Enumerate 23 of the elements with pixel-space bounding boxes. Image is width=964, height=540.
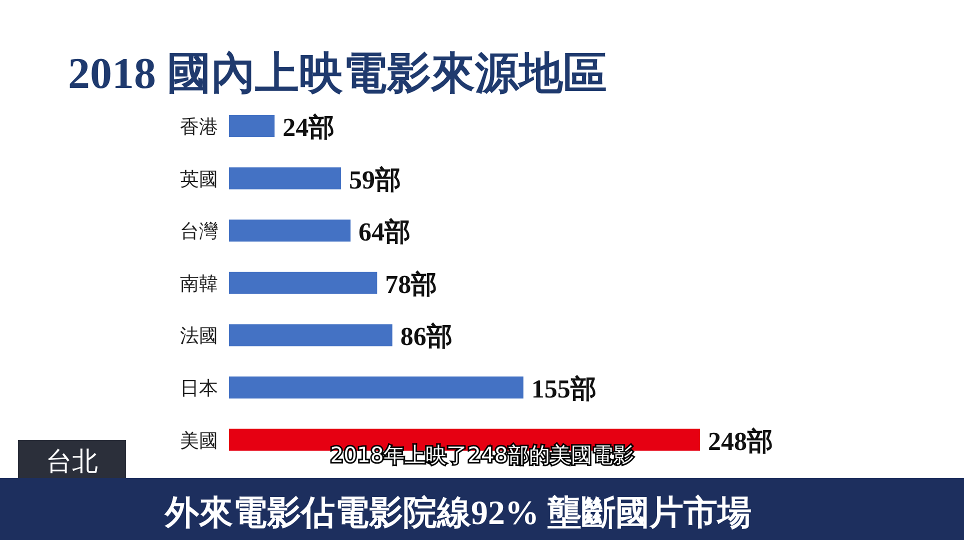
data-label: 86部 [400,322,452,352]
data-label: 248部 [708,426,773,456]
data-label: 24部 [282,113,335,142]
y-tick-label: 美國 [180,430,218,452]
bar [229,167,342,190]
y-tick-label: 法國 [180,325,218,348]
y-tick-label: 英國 [180,168,218,190]
data-label: 155部 [531,374,596,404]
bar [229,115,275,137]
bar [229,324,392,346]
y-tick-label: 香港 [180,116,218,138]
y-tick-label: 台灣 [180,220,218,243]
chart-title: 2018 國內上映電影來源地區 [68,49,607,98]
bar [229,272,378,294]
y-tick-label: 南韓 [180,272,218,295]
bar [229,220,351,242]
data-label: 59部 [349,165,402,194]
bar [229,376,524,398]
y-tick-label: 日本 [180,378,218,400]
data-label: 78部 [385,270,438,299]
text: 外來電影佔電影院線92% 壟斷國片市場 [164,494,752,532]
text: 台北 [46,447,98,477]
data-label: 64部 [358,218,411,247]
